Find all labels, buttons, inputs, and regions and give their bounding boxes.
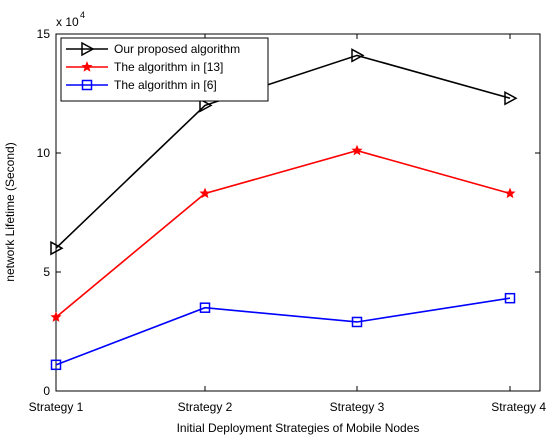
data-point bbox=[199, 187, 211, 199]
data-point bbox=[50, 240, 64, 256]
y-axis-label: network Lifetime (Second) bbox=[3, 142, 17, 281]
legend-label: The algorithm in [6] bbox=[114, 78, 217, 92]
series-2 bbox=[50, 144, 516, 322]
data-point bbox=[199, 98, 213, 113]
data-point bbox=[351, 144, 363, 156]
legend-label: The algorithm in [13] bbox=[114, 60, 223, 74]
axes: 0 5 10 15 Strategy 1 Strategy 2 Strategy 3 Stra… bbox=[29, 27, 547, 414]
series-line bbox=[55, 297, 511, 366]
data-point bbox=[50, 311, 62, 322]
data-point bbox=[504, 90, 518, 106]
y-tick-label: 10 bbox=[37, 146, 51, 160]
data-point bbox=[351, 48, 365, 63]
legend-marker bbox=[81, 41, 95, 57]
x-tick-label: Strategy 4 bbox=[491, 400, 546, 414]
legend-entry: The algorithm in [6] bbox=[66, 78, 217, 92]
x-tick-label: Strategy 3 bbox=[330, 400, 385, 414]
y-tick-label: 15 bbox=[37, 27, 51, 41]
legend-marker bbox=[81, 61, 93, 72]
data-point bbox=[504, 292, 516, 304]
legend-entry: Our proposed algorithm bbox=[66, 41, 240, 57]
series-group bbox=[50, 48, 518, 371]
legend-entry: The algorithm in [13] bbox=[66, 60, 223, 74]
y-tick-label: 5 bbox=[43, 265, 50, 279]
x-tick-label: Strategy 2 bbox=[178, 400, 233, 414]
y-tick-label: 0 bbox=[43, 384, 50, 398]
legend-marker bbox=[81, 79, 93, 91]
x-tick-label: Strategy 1 bbox=[29, 400, 84, 414]
series-line bbox=[55, 54, 511, 249]
series-line bbox=[55, 149, 511, 318]
data-point bbox=[199, 302, 211, 313]
data-point bbox=[504, 187, 516, 199]
legend: Our proposed algorithm The algorithm in [… bbox=[60, 37, 269, 102]
y-multiplier-base: x 10 bbox=[56, 15, 79, 29]
y-multiplier-exponent: 4 bbox=[80, 10, 85, 20]
x-axis-label: Initial Deployment Strategies of Mobile … bbox=[177, 421, 420, 435]
series-3 bbox=[50, 292, 516, 371]
data-point bbox=[50, 359, 62, 371]
legend-label: Our proposed algorithm bbox=[114, 42, 240, 56]
series-1 bbox=[50, 48, 518, 256]
data-point bbox=[351, 316, 363, 328]
